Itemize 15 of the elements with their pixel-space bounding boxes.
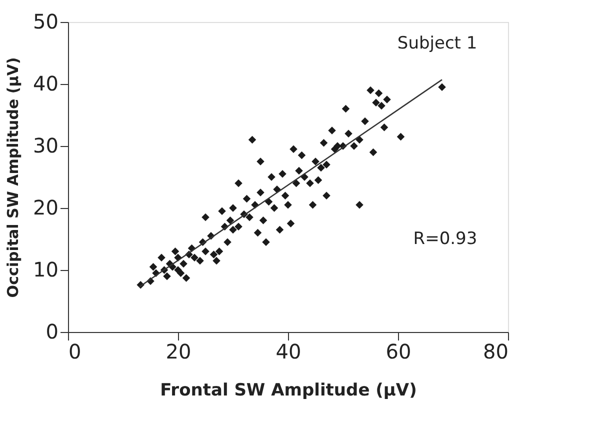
x-tick-label: 80 [483,340,508,364]
annotation: Subject 1 [397,34,478,54]
x-tick-label: 40 [276,340,302,364]
x-tick-label: 0 [68,340,82,364]
annotation: R=0.93 [413,229,478,249]
x-tick-label: 20 [166,340,192,364]
y-tick-label: 30 [33,134,58,158]
y-axis-title: Occipital SW Amplitude (µV) [4,57,22,298]
y-tick-label: 50 [33,10,58,34]
x-tick-label: 60 [386,340,412,364]
y-tick-label: 10 [33,258,58,282]
y-tick-label: 40 [33,72,58,96]
y-tick-label: 20 [33,196,58,220]
x-axis-title: Frontal SW Amplitude (µV) [160,380,417,400]
y-tick-label: 0 [46,320,58,344]
